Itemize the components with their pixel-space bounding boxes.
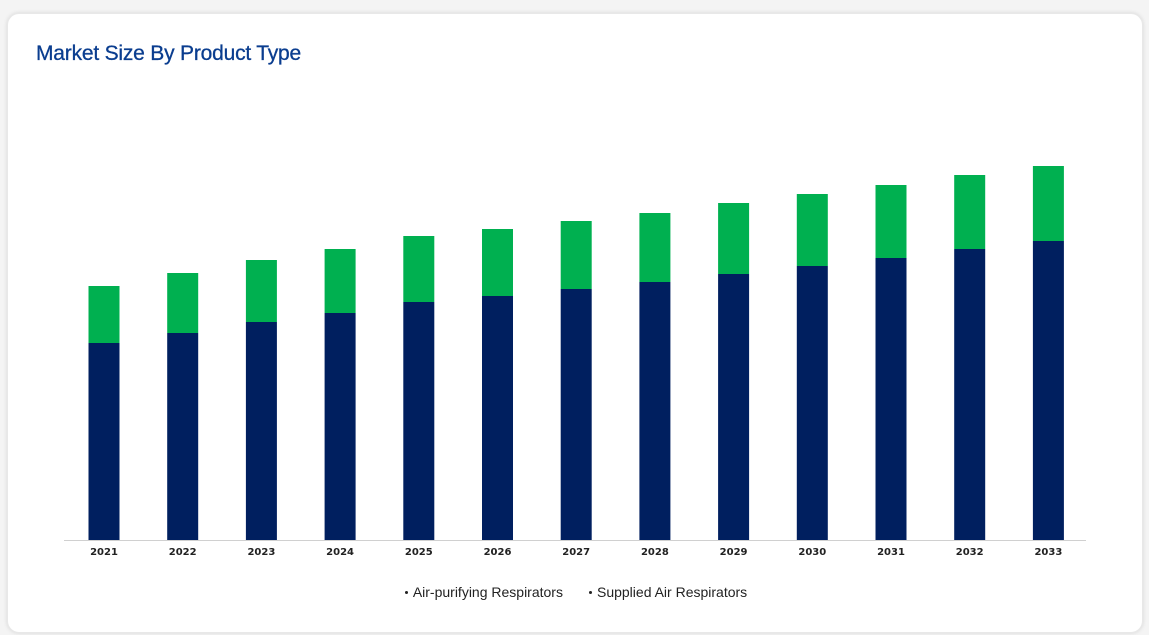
bar-2025-air-purifying[interactable] [403, 302, 435, 540]
x-tick-label: 2021 [90, 547, 118, 558]
bar-2022-supplied-air[interactable] [167, 273, 199, 333]
bar-2030-air-purifying[interactable] [796, 266, 828, 540]
bar-2024-supplied-air[interactable] [324, 249, 356, 313]
bar-2032-air-purifying[interactable] [954, 249, 986, 540]
x-tick-label: 2023 [247, 547, 275, 558]
stacked-bar-chart: 2021 2022 2023 2024 2025 2026 2027 2028 2029 2030… [64, 166, 1086, 558]
bar-2029-supplied-air[interactable] [718, 203, 750, 274]
bar-2023-air-purifying[interactable] [245, 322, 277, 540]
bar-2027-supplied-air[interactable] [560, 221, 592, 289]
bar-2022-air-purifying[interactable] [167, 333, 199, 540]
x-tick-label: 2025 [405, 547, 433, 558]
x-tick-label: 2026 [484, 547, 512, 558]
chart-legend: Air-purifying Respirators Supplied Air R… [8, 584, 1144, 600]
x-tick-label: 2028 [641, 547, 669, 558]
legend-bullet-icon [588, 590, 592, 594]
bar-2025-supplied-air[interactable] [403, 236, 435, 302]
bar-2030-supplied-air[interactable] [796, 194, 828, 266]
bar-2032-supplied-air[interactable] [954, 175, 986, 249]
x-tick-label: 2024 [326, 547, 354, 558]
bar-2033-air-purifying[interactable] [1032, 241, 1064, 540]
bar-2031-air-purifying[interactable] [875, 258, 907, 540]
bar-2031-supplied-air[interactable] [875, 185, 907, 258]
bar-2021-air-purifying[interactable] [88, 343, 120, 540]
x-tick-label: 2031 [877, 547, 905, 558]
bar-2021-supplied-air[interactable] [88, 286, 120, 343]
bar-2023-supplied-air[interactable] [245, 260, 277, 322]
bar-2028-supplied-air[interactable] [639, 213, 671, 282]
x-tick-label: 2022 [169, 547, 197, 558]
bar-2033-supplied-air[interactable] [1032, 166, 1064, 241]
chart-card: Market Size By Product Type 2021 2022 2023… [7, 13, 1143, 633]
x-tick-label: 2030 [798, 547, 826, 558]
legend-label: Air-purifying Respirators [412, 584, 563, 600]
bar-2028-air-purifying[interactable] [639, 282, 671, 540]
x-tick-label: 2029 [720, 547, 748, 558]
legend-item-air-purifying[interactable]: Air-purifying Respirators [404, 584, 563, 600]
bar-2026-supplied-air[interactable] [482, 229, 513, 296]
legend-label: Supplied Air Respirators [596, 584, 748, 600]
bar-2024-air-purifying[interactable] [324, 313, 356, 540]
x-tick-label: 2033 [1034, 547, 1062, 558]
chart-title: Market Size By Product Type [36, 42, 301, 65]
legend-item-supplied-air[interactable]: Supplied Air Respirators [588, 584, 748, 600]
x-tick-label: 2027 [562, 547, 590, 558]
legend-bullet-icon [404, 590, 408, 594]
bar-2026-air-purifying[interactable] [482, 296, 513, 540]
bar-2029-air-purifying[interactable] [718, 274, 750, 540]
bar-2027-air-purifying[interactable] [560, 289, 592, 540]
x-tick-label: 2032 [956, 547, 984, 558]
